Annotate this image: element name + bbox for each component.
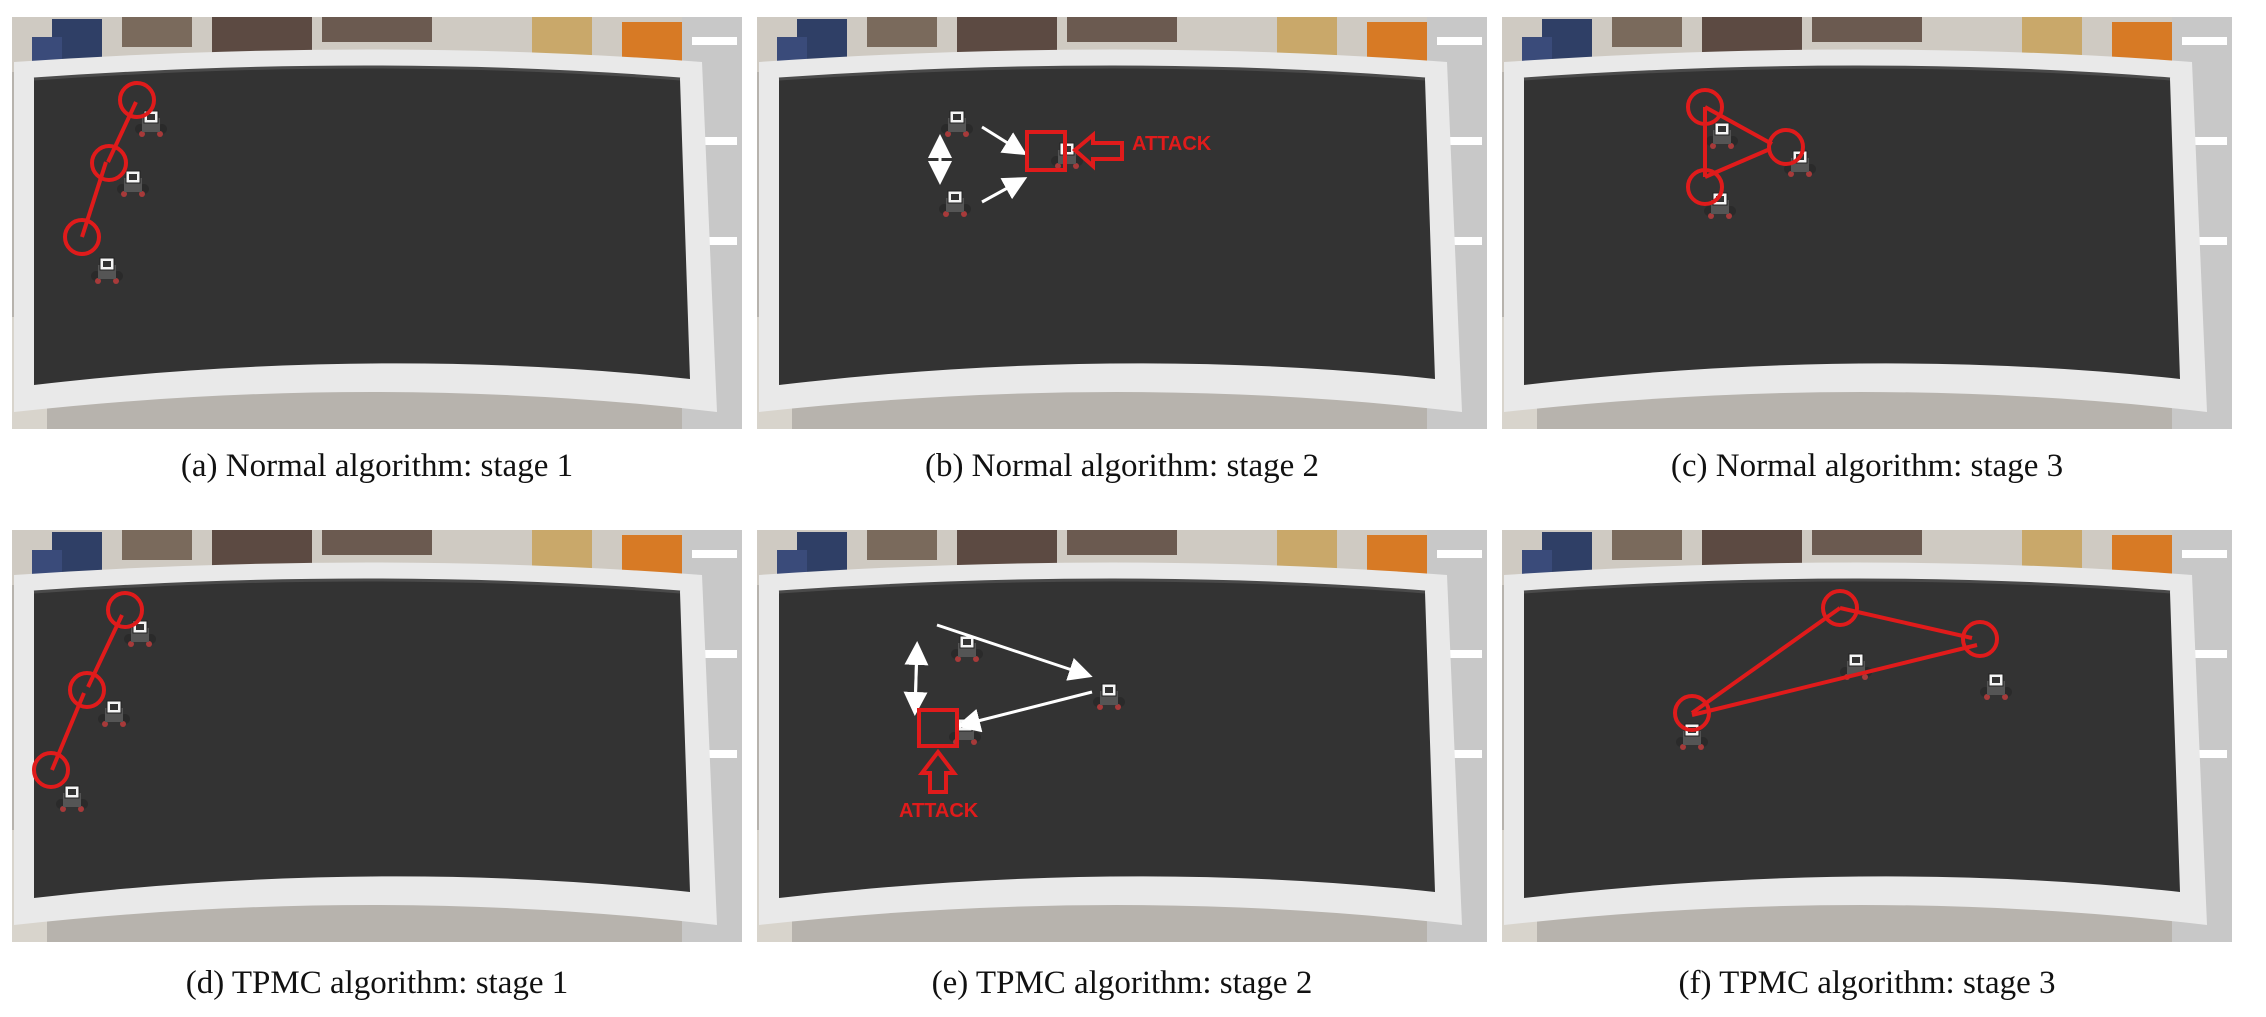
- photo-panel-d: [12, 530, 742, 942]
- arena-photo: [12, 17, 742, 429]
- arena-photo: [1502, 17, 2232, 429]
- photo-panel-a: [12, 17, 742, 429]
- photo-panel-b: ATTACK: [757, 17, 1487, 429]
- attack-label: ATTACK: [899, 800, 979, 822]
- arena-photo: [12, 530, 742, 942]
- caption-d: (d) TPMC algorithm: stage 1: [185, 965, 569, 1001]
- caption-a: (a) Normal algorithm: stage 1: [180, 448, 574, 484]
- photo-panel-f: [1502, 530, 2232, 942]
- caption-e: (e) TPMC algorithm: stage 2: [931, 965, 1313, 1001]
- arena-photo: [757, 530, 1487, 942]
- arena-photo: [757, 17, 1487, 429]
- photo-panel-c: [1502, 17, 2232, 429]
- arena-photo: [1502, 530, 2232, 942]
- photo-panel-e: ATTACK: [757, 530, 1487, 942]
- caption-f: (f) TPMC algorithm: stage 3: [1678, 965, 2056, 1001]
- caption-b: (b) Normal algorithm: stage 2: [924, 448, 1320, 484]
- attack-label: ATTACK: [1132, 133, 1212, 155]
- caption-c: (c) Normal algorithm: stage 3: [1670, 448, 2064, 484]
